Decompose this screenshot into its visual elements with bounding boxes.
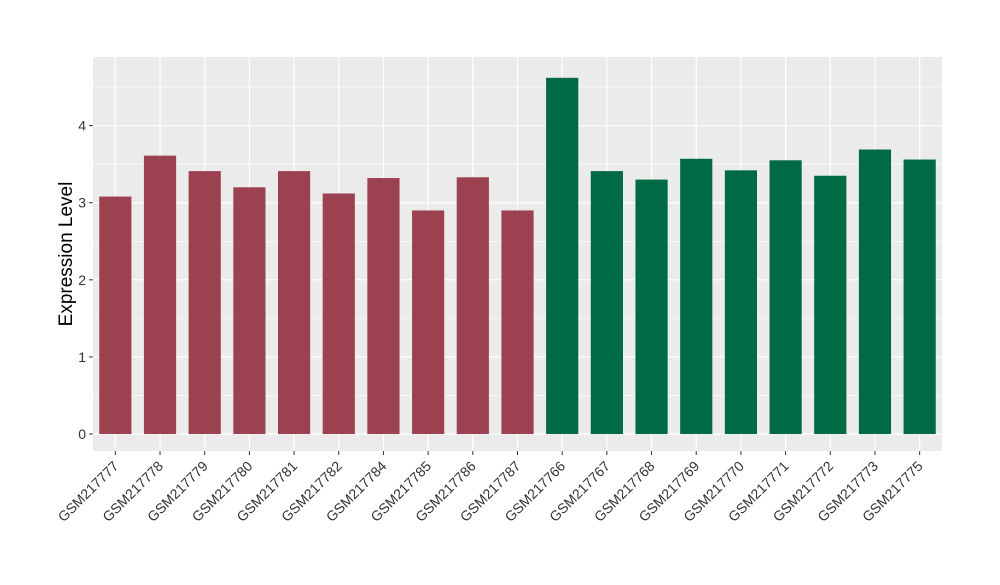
- bar-gsm217771: [769, 160, 802, 435]
- bar-gsm217779: [188, 171, 221, 435]
- y-tick-label: 0: [78, 426, 86, 442]
- bar-gsm217784: [367, 178, 400, 435]
- bar-gsm217767: [590, 171, 623, 435]
- y-tick-label: 1: [78, 349, 86, 365]
- bar-gsm217773: [858, 149, 892, 435]
- bar-gsm217772: [814, 175, 847, 435]
- bar-gsm217786: [456, 177, 489, 435]
- bar-gsm217777: [99, 196, 132, 435]
- y-axis-label: Expression Level: [56, 182, 77, 327]
- bar-gsm217769: [680, 158, 713, 435]
- bar-gsm217768: [635, 179, 668, 435]
- y-tick-label: 3: [78, 195, 86, 211]
- bar-gsm217780: [233, 187, 266, 435]
- bar-gsm217778: [143, 155, 177, 435]
- y-tick-label: 4: [78, 118, 86, 134]
- y-tick-label: 2: [78, 272, 86, 288]
- bar-gsm217775: [903, 159, 936, 435]
- bar-gsm217782: [322, 193, 355, 435]
- bar-gsm217785: [412, 210, 445, 435]
- bar-gsm217766: [546, 77, 579, 435]
- bar-gsm217787: [501, 210, 534, 435]
- bar-gsm217781: [277, 171, 311, 435]
- bar-gsm217770: [724, 170, 758, 435]
